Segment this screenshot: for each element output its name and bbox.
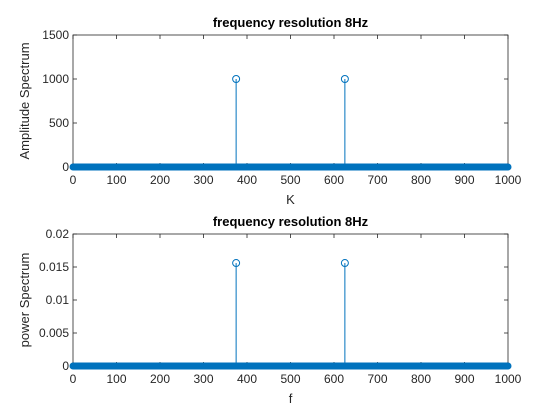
x-axis-label: f bbox=[289, 391, 293, 406]
x-tick-label: 1000 bbox=[495, 173, 522, 187]
x-tick-label: 100 bbox=[106, 372, 126, 386]
x-tick-label: 200 bbox=[150, 372, 170, 386]
x-tick-label: 500 bbox=[280, 173, 300, 187]
chart-title: frequency resolution 8Hz bbox=[213, 214, 369, 229]
x-tick-label: 500 bbox=[280, 372, 300, 386]
x-tick-label: 700 bbox=[367, 173, 387, 187]
top-subplot: 0 100 200 300 400 500 600 700 800 900 1000 0 500 1000… bbox=[17, 15, 522, 207]
x-tick-label: 400 bbox=[237, 372, 257, 386]
x-tick-label: 100 bbox=[106, 173, 126, 187]
y-tick-label: 0 bbox=[62, 359, 69, 373]
x-tick-label: 300 bbox=[193, 372, 213, 386]
x-tick-label: 800 bbox=[411, 372, 431, 386]
x-tick-label: 900 bbox=[454, 372, 474, 386]
x-tick-label: 600 bbox=[324, 372, 344, 386]
y-axis-label: power Spectrum bbox=[17, 253, 32, 348]
y-tick-label: 0.01 bbox=[46, 293, 70, 307]
x-tick-label: 0 bbox=[70, 372, 77, 386]
y-tick-label: 1500 bbox=[42, 28, 69, 42]
x-tick-label: 200 bbox=[150, 173, 170, 187]
x-tick-label: 400 bbox=[237, 173, 257, 187]
chart-title: frequency resolution 8Hz bbox=[213, 15, 369, 30]
x-tick-label: 600 bbox=[324, 173, 344, 187]
x-tick-label: 800 bbox=[411, 173, 431, 187]
axes-box bbox=[72, 233, 509, 367]
x-tick-label: 300 bbox=[193, 173, 213, 187]
y-tick-label: 0.02 bbox=[46, 227, 70, 241]
axes-box bbox=[72, 34, 509, 168]
y-tick-label: 500 bbox=[49, 116, 69, 130]
stem-marker bbox=[340, 75, 349, 83]
stem-marker bbox=[232, 259, 241, 268]
y-tick-label: 0.015 bbox=[39, 260, 69, 274]
y-tick-label: 1000 bbox=[42, 72, 69, 86]
y-tick-label: 0 bbox=[62, 160, 69, 174]
stem-marker bbox=[232, 75, 241, 83]
bottom-subplot: 0 100 200 300 400 500 600 700 800 900 1000 0 0.005 0.… bbox=[17, 214, 522, 406]
x-tick-label: 900 bbox=[454, 173, 474, 187]
x-tick-label: 1000 bbox=[495, 372, 522, 386]
x-axis-label: K bbox=[286, 192, 295, 207]
x-tick-label: 0 bbox=[70, 173, 77, 187]
x-tick-label: 700 bbox=[367, 372, 387, 386]
y-axis-label: Amplitude Spectrum bbox=[17, 42, 32, 159]
y-tick-label: 0.005 bbox=[39, 326, 69, 340]
stem-marker bbox=[340, 259, 349, 268]
